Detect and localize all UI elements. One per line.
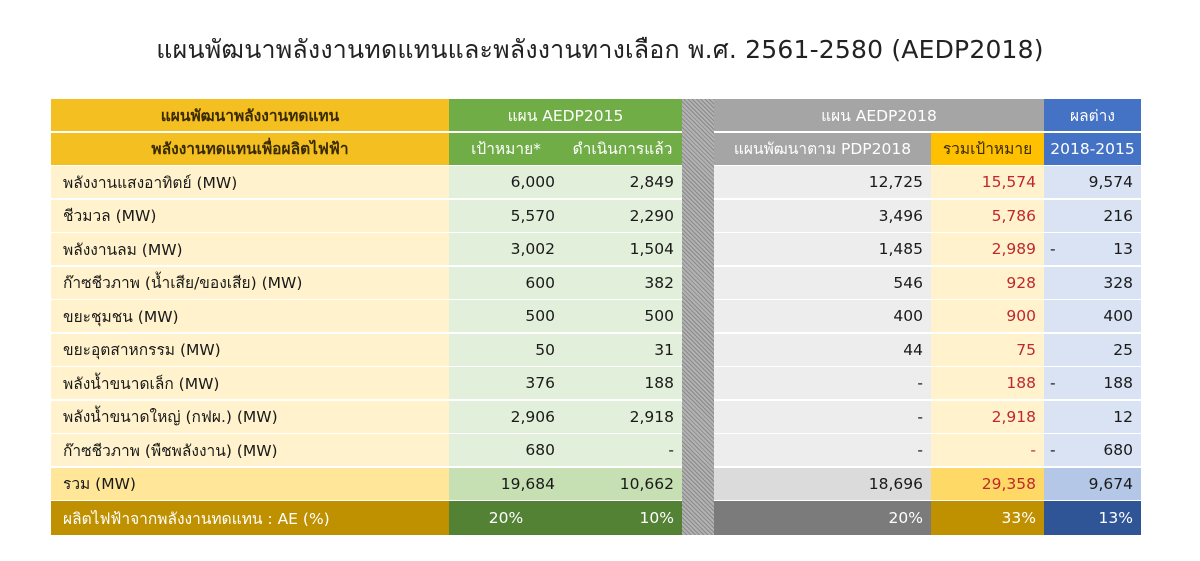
row-target: 3,002 bbox=[449, 233, 563, 265]
row-total: 188 bbox=[931, 367, 1044, 399]
row-total: 2,918 bbox=[931, 400, 1044, 433]
row-pdp: 12,725 bbox=[714, 166, 931, 198]
row-diff-value: 328 bbox=[1103, 273, 1133, 292]
share-total: 33% bbox=[931, 501, 1044, 535]
header-aedp2018-pdp: แผนพัฒนาตาม PDP2018 bbox=[714, 132, 931, 165]
row-total: 900 bbox=[931, 300, 1044, 332]
row-total: 15,574 bbox=[931, 166, 1044, 198]
row-pdp: 44 bbox=[714, 333, 931, 366]
row-done: 1,504 bbox=[563, 233, 682, 265]
total-target: 19,684 bbox=[449, 467, 563, 500]
row-done: 31 bbox=[563, 333, 682, 366]
row-pdp: - bbox=[714, 400, 931, 433]
row-pdp: 3,496 bbox=[714, 199, 931, 232]
total-diff: 9,674 bbox=[1044, 467, 1141, 500]
row-diff-value: 216 bbox=[1103, 206, 1133, 225]
row-done: 500 bbox=[563, 300, 682, 332]
row-pdp: 400 bbox=[714, 300, 931, 332]
row-diff-value: 9,574 bbox=[1088, 173, 1133, 191]
aedp-table: แผนพัฒนาพลังงานทดแทน แผน AEDP2015 แผน AE… bbox=[51, 99, 1141, 535]
header-label-line2: พลังงานทดแทนเพื่อผลิตไฟฟ้า bbox=[51, 132, 449, 165]
row-target: 680 bbox=[449, 434, 563, 466]
share-done: 10% bbox=[563, 501, 682, 535]
row-diff: 400 bbox=[1044, 300, 1141, 332]
row-label: พลังน้ำขนาดใหญ่ (กฟผ.) (MW) bbox=[51, 400, 449, 433]
row-label: ขยะชุมชน (MW) bbox=[51, 300, 449, 332]
share-diff: 13% bbox=[1044, 501, 1141, 535]
row-diff-prefix: - bbox=[1050, 374, 1056, 392]
row-done: 2,849 bbox=[563, 166, 682, 198]
row-pdp: 546 bbox=[714, 266, 931, 299]
header-aedp2018-total: รวมเป้าหมาย bbox=[931, 132, 1044, 165]
row-diff: - 680 bbox=[1044, 434, 1141, 466]
row-label: ก๊าซชีวภาพ (พืชพลังงาน) (MW) bbox=[51, 434, 449, 466]
row-label: พลังงานแสงอาทิตย์ (MW) bbox=[51, 166, 449, 198]
row-done: 2,290 bbox=[563, 199, 682, 232]
page-title: แผนพัฒนาพลังงานทดแทนและพลังงานทางเลือก พ… bbox=[156, 35, 1044, 64]
header-aedp2015: แผน AEDP2015 bbox=[449, 99, 682, 131]
row-diff: 9,574 bbox=[1044, 166, 1141, 198]
row-label: ขยะอุตสาหกรรม (MW) bbox=[51, 333, 449, 366]
row-target: 2,906 bbox=[449, 400, 563, 433]
row-diff: - 13 bbox=[1044, 233, 1141, 265]
row-done: 2,918 bbox=[563, 400, 682, 433]
row-total: - bbox=[931, 434, 1044, 466]
row-diff: 216 bbox=[1044, 199, 1141, 232]
header-diff-years: 2018-2015 bbox=[1044, 132, 1141, 165]
row-pdp: 1,485 bbox=[714, 233, 931, 265]
row-diff: 25 bbox=[1044, 333, 1141, 366]
row-diff-prefix: - bbox=[1050, 441, 1056, 459]
total-pdp: 18,696 bbox=[714, 467, 931, 500]
row-diff-value: 400 bbox=[1103, 307, 1133, 325]
row-diff-prefix: - bbox=[1050, 240, 1056, 258]
row-total: 75 bbox=[931, 333, 1044, 366]
total-total: 29,358 bbox=[931, 467, 1044, 500]
row-target: 376 bbox=[449, 367, 563, 399]
row-total: 2,989 bbox=[931, 233, 1044, 265]
row-done: 382 bbox=[563, 266, 682, 299]
header-aedp2015-done: ดำเนินการแล้ว bbox=[563, 132, 682, 165]
row-diff: 12 bbox=[1044, 400, 1141, 433]
row-label: ก๊าซชีวภาพ (น้ำเสีย/ของเสีย) (MW) bbox=[51, 266, 449, 299]
header-aedp2015-target: เป้าหมาย* bbox=[449, 132, 563, 165]
share-target: 20% bbox=[449, 501, 563, 535]
share-label: ผลิตไฟฟ้าจากพลังงานทดแทน : AE (%) bbox=[51, 501, 449, 535]
row-diff: - 188 bbox=[1044, 367, 1141, 399]
row-diff-value: 13 bbox=[1113, 240, 1133, 258]
share-pdp: 20% bbox=[714, 501, 931, 535]
row-target: 500 bbox=[449, 300, 563, 332]
row-label: ชีวมวล (MW) bbox=[51, 199, 449, 232]
row-diff: 328 bbox=[1044, 266, 1141, 299]
row-target: 50 bbox=[449, 333, 563, 366]
header-aedp2018: แผน AEDP2018 bbox=[714, 99, 1044, 131]
row-target: 6,000 bbox=[449, 166, 563, 198]
row-label: พลังน้ำขนาดเล็ก (MW) bbox=[51, 367, 449, 399]
row-target: 5,570 bbox=[449, 199, 563, 232]
row-label: พลังงานลม (MW) bbox=[51, 233, 449, 265]
row-pdp: - bbox=[714, 434, 931, 466]
row-done: - bbox=[563, 434, 682, 466]
row-diff-value: 188 bbox=[1103, 374, 1133, 392]
row-target: 600 bbox=[449, 266, 563, 299]
row-done: 188 bbox=[563, 367, 682, 399]
header-diff: ผลต่าง bbox=[1044, 99, 1141, 131]
header-label-line1: แผนพัฒนาพลังงานทดแทน bbox=[51, 99, 449, 131]
row-diff-value: 680 bbox=[1103, 441, 1133, 459]
row-total: 928 bbox=[931, 266, 1044, 299]
column-separator bbox=[682, 99, 714, 535]
row-diff-value: 12 bbox=[1113, 407, 1133, 426]
row-total: 5,786 bbox=[931, 199, 1044, 232]
row-pdp: - bbox=[714, 367, 931, 399]
total-done: 10,662 bbox=[563, 467, 682, 500]
total-label: รวม (MW) bbox=[51, 467, 449, 500]
row-diff-value: 25 bbox=[1113, 340, 1133, 359]
